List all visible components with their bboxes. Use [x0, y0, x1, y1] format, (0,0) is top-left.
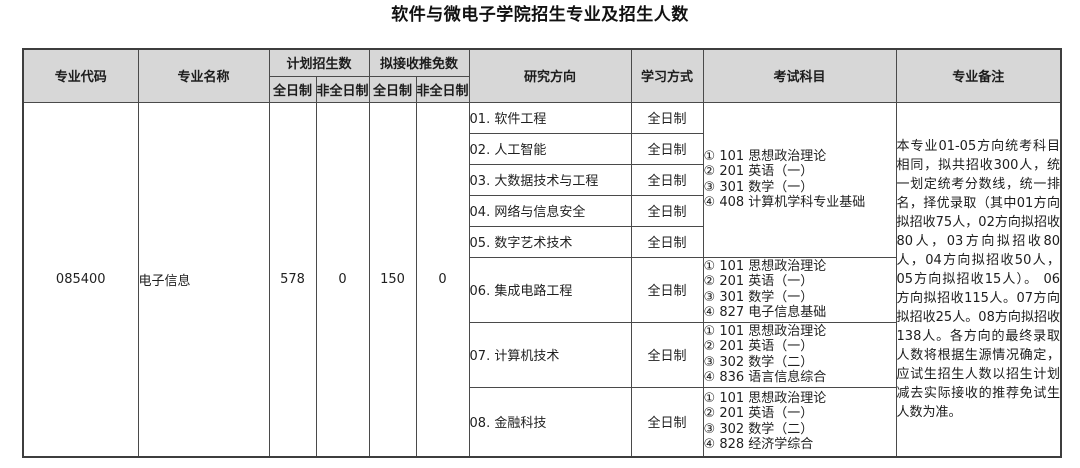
table-row: 08. 金融科技 全日制 ① 101 思想政治理论 ② 201 英语（一） ③ … [23, 386, 1061, 458]
exempt-parttime-cell: 0 [415, 101, 470, 458]
subject-line: ② 201 英语（一） [703, 274, 814, 289]
header-major-name: 专业名称 [137, 48, 270, 103]
direction-cell-01: 01. 软件工程 [468, 101, 632, 134]
major-code-cell: 085400 [22, 101, 139, 458]
subject-line: ② 201 英语（一） [703, 406, 814, 422]
page-title: 软件与微电子学院招生专业及招生人数 [391, 5, 689, 25]
study-mode-cell-06: 全日制 [630, 256, 704, 323]
exam-subjects-cell-group2: ① 101 思想政治理论 ② 201 英语（一） ③ 301 数学（一） ④ 8… [702, 256, 897, 323]
planned-fulltime-cell: 578 [268, 101, 317, 458]
study-mode-cell-08: 全日制 [630, 386, 704, 458]
table-row: 05. 数字艺术技术 全日制 [23, 225, 1061, 258]
header-planned-parttime: 非全日制 [315, 75, 370, 103]
table-row: 04. 网络与信息安全 全日制 [23, 194, 1061, 227]
header-exempt-fulltime: 全日制 [368, 75, 417, 103]
subject-line: ① 101 思想政治理论 [703, 390, 827, 406]
study-mode-cell-07: 全日制 [630, 321, 704, 388]
header-row-top: 专业代码 专业名称 计划招生数 拟接收推免数 研究方向 学习方式 考试科目 专业… [22, 48, 1062, 103]
study-mode-cell-03: 全日制 [630, 163, 704, 196]
direction-cell-05: 05. 数字艺术技术 [468, 225, 632, 258]
header-planned-count: 计划招生数 [268, 48, 370, 77]
study-mode-cell-01: 全日制 [630, 101, 704, 134]
subject-line: ③ 301 数学（一） [703, 289, 814, 305]
header-remarks: 专业备注 [895, 48, 1062, 103]
planned-parttime-cell: 0 [315, 101, 370, 458]
exempt-fulltime-cell: 150 [368, 101, 417, 458]
subject-line: ④ 827 电子信息基础 [703, 305, 827, 320]
header-exempt-parttime: 非全日制 [415, 75, 470, 103]
exam-subjects-cell-group1: ① 101 思想政治理论 ② 201 英语（一） ③ 301 数学（一） ④ 4… [702, 101, 897, 258]
subject-line: ① 101 思想政治理论 [703, 323, 827, 339]
table-row: 03. 大数据技术与工程 全日制 [23, 163, 1061, 196]
table-row: 06. 集成电路工程 全日制 ① 101 思想政治理论 ② 201 英语（一） … [23, 256, 1061, 323]
direction-cell-06: 06. 集成电路工程 [468, 256, 632, 323]
header-research-direction: 研究方向 [468, 48, 632, 103]
header-exam-subjects: 考试科目 [702, 48, 897, 103]
subject-line: ① 101 思想政治理论 [703, 258, 827, 274]
study-mode-cell-02: 全日制 [630, 132, 704, 165]
subject-line: ③ 302 数学（二） [703, 421, 814, 437]
table-row: 02. 人工智能 全日制 [23, 132, 1061, 165]
subject-line: ③ 302 数学（二） [703, 354, 814, 370]
admissions-table: 专业代码 专业名称 计划招生数 拟接收推免数 研究方向 学习方式 考试科目 专业… [22, 48, 1063, 458]
header-study-mode: 学习方式 [630, 48, 704, 103]
subject-line: ② 201 英语（一） [703, 339, 814, 354]
remarks-cell: 本专业01-05方向统考科目相同，拟共招收300人，统一划定统考分数线，统一排名… [895, 101, 1062, 458]
header-row-sub: 全日制 非全日制 全日制 非全日制 [23, 75, 1061, 103]
subject-line: ④ 836 语言信息综合 [703, 370, 827, 385]
subject-line: ② 201 英语（一） [703, 164, 814, 179]
exam-subjects-cell-group4: ① 101 思想政治理论 ② 201 英语（一） ③ 302 数学（二） ④ 8… [702, 386, 897, 458]
table-row: 085400 电子信息 578 0 150 0 01. 软件工程 全日制 ① 1… [22, 101, 1062, 458]
subject-line: ④ 408 计算机学科专业基础 [703, 195, 866, 210]
header-exempt-count: 拟接收推免数 [368, 48, 470, 77]
header-planned-fulltime: 全日制 [268, 75, 317, 103]
direction-cell-08: 08. 金融科技 [468, 386, 632, 458]
table-row: 07. 计算机技术 全日制 ① 101 思想政治理论 ② 201 英语（一） ③… [23, 321, 1061, 388]
exam-subjects-cell-group3: ① 101 思想政治理论 ② 201 英语（一） ③ 302 数学（二） ④ 8… [702, 321, 897, 388]
major-name-cell: 电子信息 [137, 101, 270, 458]
direction-cell-04: 04. 网络与信息安全 [468, 194, 632, 227]
header-major-code: 专业代码 [22, 48, 139, 103]
subject-line: ① 101 思想政治理论 [703, 148, 827, 164]
direction-cell-03: 03. 大数据技术与工程 [468, 163, 632, 196]
subject-line: ③ 301 数学（一） [703, 179, 814, 195]
direction-cell-02: 02. 人工智能 [468, 132, 632, 165]
study-mode-cell-04: 全日制 [630, 194, 704, 227]
study-mode-cell-05: 全日制 [630, 225, 704, 258]
subject-line: ④ 828 经济学综合 [703, 437, 814, 453]
direction-cell-07: 07. 计算机技术 [468, 321, 632, 388]
